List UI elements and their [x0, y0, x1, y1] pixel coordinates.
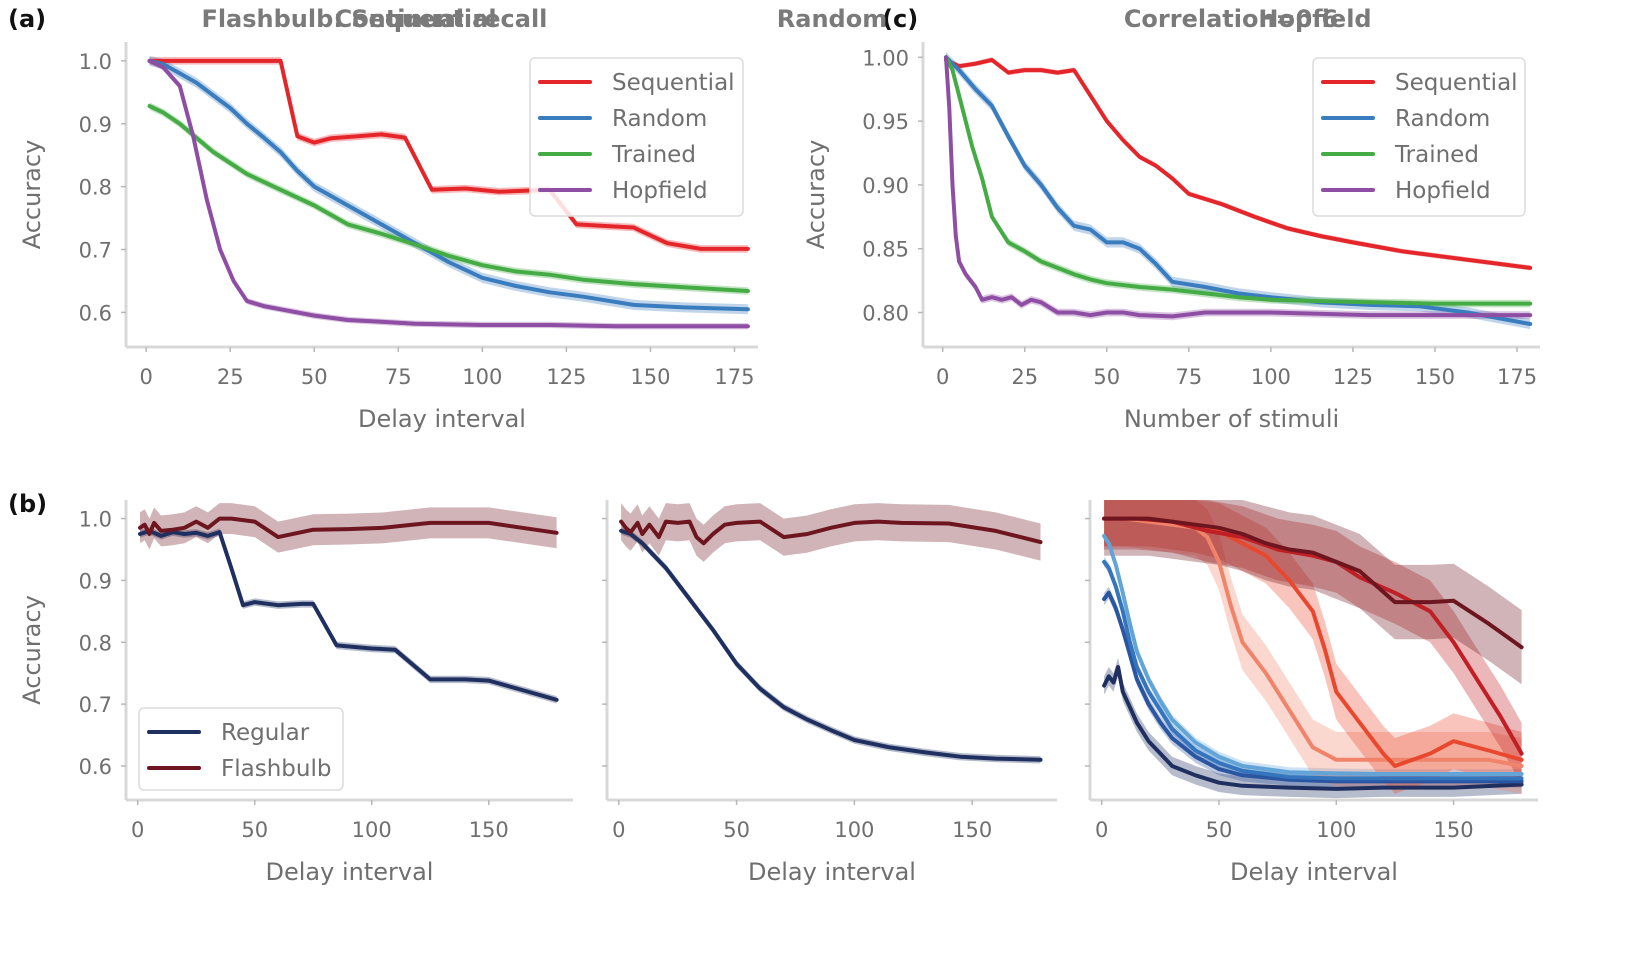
y-axis-label: Accuracy	[802, 140, 830, 250]
x-tick-label: 100	[1251, 365, 1291, 389]
series-lines	[619, 519, 1043, 762]
y-tick-label: 0.9	[79, 569, 112, 593]
chart-title: Random	[777, 5, 887, 33]
x-tick-label: 50	[241, 818, 268, 842]
chart-flashbulb-hopfield: Hopfield 0 50 100 150 Delay interval	[1085, 5, 1538, 886]
series-lines	[944, 55, 1533, 326]
x-tick-label: 100	[834, 818, 874, 842]
x-axis-label: Number of stimuli	[1124, 405, 1339, 433]
x-axis-label: Delay interval	[1230, 858, 1398, 886]
legend-label-random: Random	[1395, 106, 1490, 132]
x-tick-label: 100	[352, 818, 392, 842]
legend-label-trained: Trained	[1394, 142, 1479, 168]
series-lines	[1102, 516, 1524, 791]
legend-label-sequential: Sequential	[612, 70, 735, 96]
x-tick-label: 175	[714, 365, 754, 389]
x-tick-label: 0	[131, 818, 144, 842]
legend-label-trained: Trained	[611, 142, 696, 168]
band-flashbulb-2	[1104, 500, 1522, 794]
x-tick-label: 25	[1011, 365, 1038, 389]
series-line-trained	[944, 55, 1533, 306]
chart-title: Correlation=0.6	[1124, 5, 1338, 33]
band-regular-1	[1104, 657, 1522, 799]
x-tick-label: 0	[612, 818, 625, 842]
y-tick-label: 1.0	[79, 50, 112, 74]
series-lines	[147, 58, 750, 329]
y-tick-label: 1.0	[79, 508, 112, 532]
x-tick-label: 50	[1093, 365, 1120, 389]
chart-flashbulb-random: Random 0 50 100 150 Delay interval	[602, 5, 1057, 886]
y-tick-label: 1.00	[862, 46, 909, 70]
y-tick-label: 0.6	[79, 755, 112, 779]
y-tick-label: 0.9	[79, 113, 112, 137]
series-line-regular	[138, 528, 559, 702]
legend-box	[529, 57, 744, 217]
x-tick-label: 150	[1434, 818, 1474, 842]
series-line-trained	[147, 104, 750, 293]
x-tick-label: 0	[139, 365, 152, 389]
y-tick-label: 0.8	[79, 176, 112, 200]
y-tick-label: 0.90	[862, 174, 909, 198]
legend: Regular Flashbulb	[138, 707, 344, 791]
legend-label-hopfield: Hopfield	[1395, 178, 1491, 204]
legend: Sequential Random Trained Hopfield	[1312, 57, 1526, 217]
x-tick-label: 150	[952, 818, 992, 842]
y-tick-label: 0.7	[79, 693, 112, 717]
y-tick-label: 0.8	[79, 631, 112, 655]
panel-label-b: (b)	[8, 490, 47, 518]
x-tick-label: 125	[1333, 365, 1373, 389]
series-line-regular	[619, 528, 1043, 762]
chart-title: Flashbulb: Sequential	[201, 5, 496, 33]
y-tick-label: 0.80	[862, 302, 909, 326]
x-axis-label: Delay interval	[748, 858, 916, 886]
x-axis-label: Delay interval	[358, 405, 526, 433]
x-tick-label: 125	[546, 365, 586, 389]
series-line-sequential	[944, 57, 1533, 270]
chart-title: Continual recall	[335, 5, 548, 33]
x-tick-label: 150	[1415, 365, 1455, 389]
y-tick-label: 0.6	[79, 301, 112, 325]
panel-label-c: (c)	[882, 5, 918, 33]
x-tick-label: 50	[723, 818, 750, 842]
x-tick-label: 150	[630, 365, 670, 389]
x-tick-label: 175	[1497, 365, 1537, 389]
legend-label-regular: Regular	[221, 720, 310, 746]
legend-label-hopfield: Hopfield	[612, 178, 708, 204]
confidence-bands	[621, 503, 1041, 764]
chart-title: Hopfield	[1258, 5, 1371, 33]
band-flashbulb-1	[1104, 500, 1522, 794]
x-tick-label: 100	[462, 365, 502, 389]
y-tick-label: 0.95	[862, 110, 909, 134]
x-tick-label: 150	[469, 818, 509, 842]
panel-label-a: (a)	[8, 5, 46, 33]
legend-label-random: Random	[612, 106, 707, 132]
x-tick-label: 75	[385, 365, 412, 389]
series-line-regular-1	[1102, 665, 1524, 791]
legend-box	[1312, 57, 1526, 217]
series-line-random	[147, 58, 750, 312]
x-tick-label: 50	[301, 365, 328, 389]
band-regular	[140, 527, 557, 704]
y-axis-label: Accuracy	[18, 595, 46, 705]
band-flashbulb	[621, 503, 1041, 562]
x-tick-label: 0	[936, 365, 949, 389]
chart-flashbulb-sequential: Flashbulb: Sequential 0 50 100 150 0.6 0.7 0.8 0…	[18, 5, 573, 886]
x-tick-label: 0	[1095, 818, 1108, 842]
x-tick-label: 50	[1206, 818, 1233, 842]
band-flashbulb-4	[1104, 500, 1522, 685]
series-lines	[138, 516, 559, 702]
x-tick-label: 75	[1175, 365, 1202, 389]
y-tick-label: 0.7	[79, 239, 112, 263]
chart-continual-recall: Continual recall 0 25 50 75 100 125 150 175 0.6 0.…	[18, 5, 758, 433]
y-axis-label: Accuracy	[18, 140, 46, 250]
y-tick-label: 0.85	[862, 238, 909, 262]
chart-correlation: Correlation=0.6 0 25 50 75 100 125 150 175 0.80 0.…	[802, 5, 1540, 433]
x-tick-label: 25	[217, 365, 244, 389]
legend: Sequential Random Trained Hopfield	[529, 57, 744, 217]
legend-label-sequential: Sequential	[1395, 70, 1518, 96]
legend-label-flashbulb: Flashbulb	[221, 756, 331, 782]
x-tick-label: 100	[1316, 818, 1356, 842]
x-axis-label: Delay interval	[266, 858, 434, 886]
